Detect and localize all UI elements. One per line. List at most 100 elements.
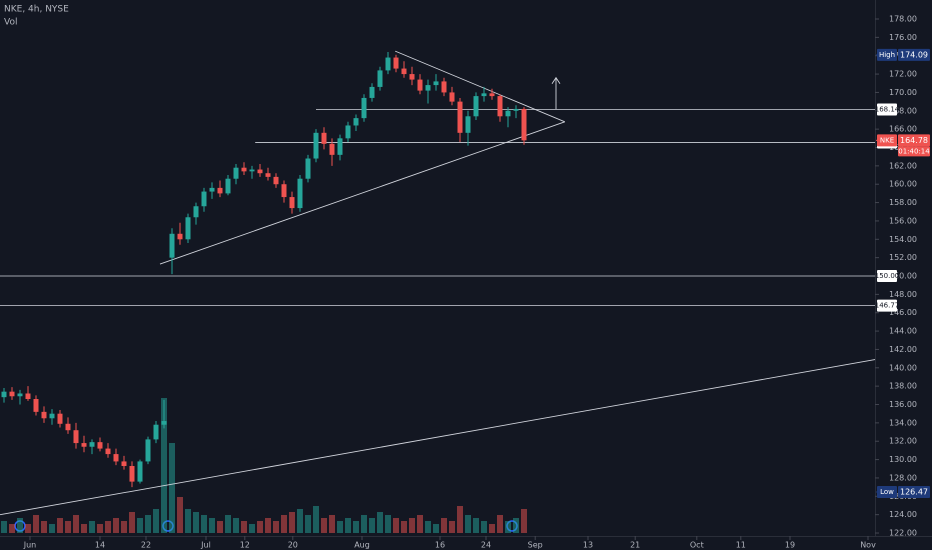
level-label: 146.77 xyxy=(875,302,900,310)
x-tick-label: 19 xyxy=(785,541,795,550)
candle-body xyxy=(281,184,287,198)
candle-body xyxy=(425,85,431,91)
y-tick-label: 172.00 xyxy=(889,70,917,79)
volume-bar xyxy=(457,506,463,533)
y-tick-label: 132.00 xyxy=(889,437,917,446)
candle-body xyxy=(489,93,495,97)
volume-bar xyxy=(25,524,31,533)
candle-body xyxy=(145,439,151,462)
x-tick-label: 22 xyxy=(141,541,151,550)
candle-body xyxy=(297,178,303,209)
candle-body xyxy=(465,116,471,133)
x-tick-label: 20 xyxy=(288,541,298,550)
marker-value-tag xyxy=(898,134,930,147)
candle-body xyxy=(1,391,7,398)
volume-bar xyxy=(9,524,15,533)
y-tick-label: 142.00 xyxy=(889,345,917,354)
volume-bar xyxy=(161,398,167,533)
trend-line xyxy=(159,121,565,265)
volume-bar xyxy=(353,521,359,533)
volume-bar xyxy=(321,518,327,533)
candle-body xyxy=(417,79,423,91)
candle-body xyxy=(81,443,87,447)
volume-bar xyxy=(489,524,495,533)
candle-body xyxy=(17,393,23,397)
volume-bar xyxy=(281,515,287,533)
candle-body xyxy=(497,96,503,117)
volume-bar xyxy=(289,512,295,533)
candle-body xyxy=(249,169,255,172)
y-tick-label: 168.00 xyxy=(889,106,917,115)
volume-bar xyxy=(17,518,23,533)
marker-tag xyxy=(877,48,897,61)
volume-bar xyxy=(169,443,175,533)
y-tick-label: 128.00 xyxy=(889,473,917,482)
volume-bar xyxy=(233,518,239,533)
candle-body xyxy=(217,187,223,194)
volume-bar xyxy=(201,515,207,533)
candle-body xyxy=(129,466,135,482)
candle-body xyxy=(89,442,95,447)
volume-bar xyxy=(481,521,487,533)
volume-bar xyxy=(137,518,143,533)
candle-body xyxy=(377,70,383,87)
candle-body xyxy=(409,74,415,80)
volume-bar xyxy=(33,515,39,533)
candle-body xyxy=(25,393,31,400)
candle-body xyxy=(337,138,343,155)
candle-body xyxy=(513,108,519,111)
candle-body xyxy=(481,93,487,97)
y-tick-label: 122.00 xyxy=(889,529,917,538)
candle-body xyxy=(505,110,511,117)
y-tick-label: 162.00 xyxy=(889,161,917,170)
marker-value-tag xyxy=(898,48,930,61)
volume-bar xyxy=(97,524,103,533)
volume-bar xyxy=(113,518,119,533)
volume-bar xyxy=(521,509,527,533)
marker-value: 164.78 xyxy=(900,136,928,145)
trend-line xyxy=(0,359,876,516)
volume-bar xyxy=(385,515,391,533)
volume-bar xyxy=(297,509,303,533)
volume-bar xyxy=(433,524,439,533)
volume-bar xyxy=(417,515,423,533)
volume-bar xyxy=(185,509,191,533)
volume-bar xyxy=(57,518,63,533)
volume-bar xyxy=(369,518,375,533)
x-tick-label: Sep xyxy=(528,541,543,550)
volume-bar xyxy=(497,515,503,533)
x-tick-label: 24 xyxy=(481,541,491,550)
candle-body xyxy=(353,118,359,126)
x-tick-label: Jun xyxy=(23,541,37,550)
candle-body xyxy=(521,108,527,141)
volume-bar xyxy=(337,521,343,533)
candle-body xyxy=(441,81,447,93)
candle-body xyxy=(185,217,191,240)
volume-bar xyxy=(305,515,311,533)
x-tick-label: 16 xyxy=(435,541,445,550)
y-tick-label: 156.00 xyxy=(889,216,917,225)
x-tick-label: Nov xyxy=(860,541,876,550)
volume-bar xyxy=(249,524,255,533)
candle-body xyxy=(97,442,103,449)
candle-body xyxy=(313,132,319,159)
candle-body xyxy=(33,399,39,412)
y-tick-label: 154.00 xyxy=(889,235,917,244)
volume-bar xyxy=(513,518,519,533)
volume-bar xyxy=(401,521,407,533)
y-tick-label: 148.00 xyxy=(889,290,917,299)
y-tick-label: 152.00 xyxy=(889,253,917,262)
candle-body xyxy=(153,424,159,440)
candle-body xyxy=(49,413,55,419)
volume-bar xyxy=(177,497,183,533)
candle-body xyxy=(225,178,231,194)
candle-body xyxy=(209,187,215,192)
volume-bar xyxy=(393,518,399,533)
volume-bar xyxy=(257,521,263,533)
volume-bar xyxy=(265,518,271,533)
y-tick-label: 130.00 xyxy=(889,455,917,464)
arrow-head xyxy=(551,76,561,84)
